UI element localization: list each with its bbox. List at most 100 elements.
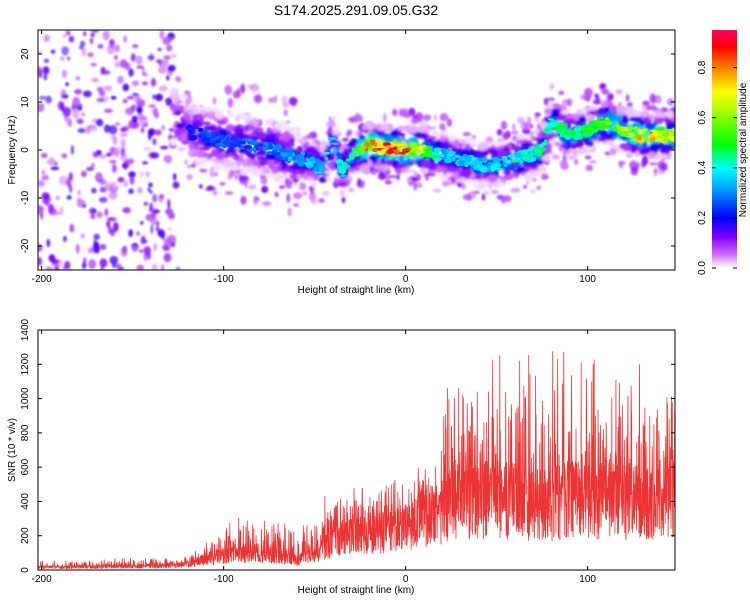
spectrogram-blob (218, 129, 226, 135)
spectrogram-blob (87, 52, 94, 58)
spectrogram-core (473, 164, 478, 170)
spectrogram-blob (541, 173, 549, 181)
spectrogram-core (525, 158, 532, 163)
snr-x-tick-label: 100 (579, 574, 596, 585)
spectrogram-blob (62, 235, 67, 242)
spectrogram-blob (45, 95, 52, 104)
spectrogram-blob (406, 176, 412, 182)
spectrogram-blob (106, 44, 116, 55)
spectrogram-core (238, 140, 242, 144)
spectrogram-blob (621, 116, 629, 124)
spectrogram-core (438, 153, 445, 157)
spectrogram-blob (439, 113, 449, 122)
spectrogram-blob (650, 115, 656, 119)
spectrogram-blob (483, 181, 491, 188)
spectrogram-blob (599, 83, 607, 89)
spectrogram-blob (184, 158, 188, 166)
spectrogram-blob (117, 177, 125, 183)
spectrogram-blob (297, 145, 303, 153)
spectrogram-blob (363, 151, 369, 158)
spectrogram-core (226, 133, 233, 139)
spectrogram-blob (580, 94, 589, 100)
spectrogram-core (637, 129, 643, 135)
spectrogram-blob (286, 193, 291, 203)
spectrogram-blob (261, 185, 269, 194)
spectrogram-blob (175, 266, 181, 270)
spectrogram-blob (612, 133, 617, 140)
spectrogram-blob (418, 121, 428, 128)
spectrogram-blob (467, 191, 476, 200)
spectrogram-blob (66, 195, 72, 200)
spectrogram-blob (149, 202, 153, 212)
spectrogram-blob (54, 264, 60, 270)
spectrogram-blob (116, 263, 122, 270)
spectrogram-blob (109, 255, 119, 265)
spectrogram-core (348, 156, 355, 160)
spectrogram-blob (529, 164, 536, 169)
spectrogram-blob (141, 161, 149, 165)
spectrogram-blob (447, 134, 456, 142)
spectrogram-core (427, 151, 433, 157)
spectrogram-core (594, 120, 599, 126)
spectrogram-blob (131, 80, 140, 87)
spectrogram-blob (462, 132, 472, 137)
spectrogram-blob (521, 142, 531, 148)
spectrogram-blob (581, 106, 588, 115)
spectrogram-blob (59, 206, 64, 216)
spectrogram-blob (122, 83, 130, 92)
spectrogram-core (297, 158, 306, 163)
snr-y-tick-label: 1000 (20, 387, 31, 410)
spectrogram-core (558, 126, 565, 132)
spectrogram-blob (75, 76, 80, 81)
spectrogram-blob (138, 249, 144, 253)
spectrogram-blob (90, 63, 98, 67)
spectrogram-core (284, 157, 289, 162)
spectrogram-blob (89, 37, 93, 45)
spectrogram-blob (268, 161, 276, 169)
spectrogram-blob (248, 121, 256, 126)
spectrogram-blob (122, 163, 126, 169)
snr-y-tick-label: 1200 (20, 353, 31, 376)
spectrogram-blob (551, 108, 560, 118)
spectrogram-blob (659, 162, 668, 171)
spectrogram-core (641, 129, 646, 135)
spectrogram-blob (43, 34, 50, 42)
spectrogram-core (620, 134, 629, 137)
colorbar: 0.0 0.2 0.4 0.6 0.8 Normalized spectral ampl… (697, 30, 749, 275)
spectrogram-blob (152, 138, 157, 146)
spectrogram-blob (403, 159, 415, 167)
spectrogram-x-tick-label: -200 (32, 274, 52, 285)
spectrogram-blob (139, 117, 149, 128)
spectrogram-blob (41, 170, 46, 175)
snr-y-tick-label: 400 (20, 493, 31, 510)
spectrogram-blob (571, 150, 578, 154)
spectrogram-blob (64, 112, 69, 122)
spectrogram-blob (339, 189, 345, 197)
spectrogram-blob (238, 174, 248, 182)
spectrogram-blob (74, 88, 83, 95)
spectrogram-blob (136, 55, 143, 65)
spectrogram-blob (534, 112, 541, 118)
spectrogram-core (564, 135, 571, 140)
spectrogram-blob (130, 104, 137, 112)
spectrogram-blob (234, 161, 244, 165)
spectrogram-blob (60, 56, 65, 61)
spectrogram-core (636, 135, 642, 141)
spectrogram-blob (60, 102, 65, 112)
spectrogram-blob (131, 44, 139, 49)
spectrogram-blob (112, 222, 119, 232)
spectrogram-blob (512, 123, 516, 130)
spectrogram-blob (38, 257, 43, 266)
spectrogram-blob (119, 128, 128, 132)
spectrogram-blob (148, 104, 156, 108)
spectrogram-blob (367, 122, 375, 131)
spectrogram-core (243, 145, 252, 150)
colorbar-ticks: 0.0 0.2 0.4 0.6 0.8 (697, 60, 737, 275)
spectrogram-blob (50, 166, 60, 170)
spectrogram-core (331, 142, 340, 146)
colorbar-tick-label: 0.8 (697, 60, 708, 74)
spectrogram-blob (514, 146, 521, 152)
spectrogram-core (266, 151, 273, 156)
spectrogram-blob (191, 163, 196, 168)
